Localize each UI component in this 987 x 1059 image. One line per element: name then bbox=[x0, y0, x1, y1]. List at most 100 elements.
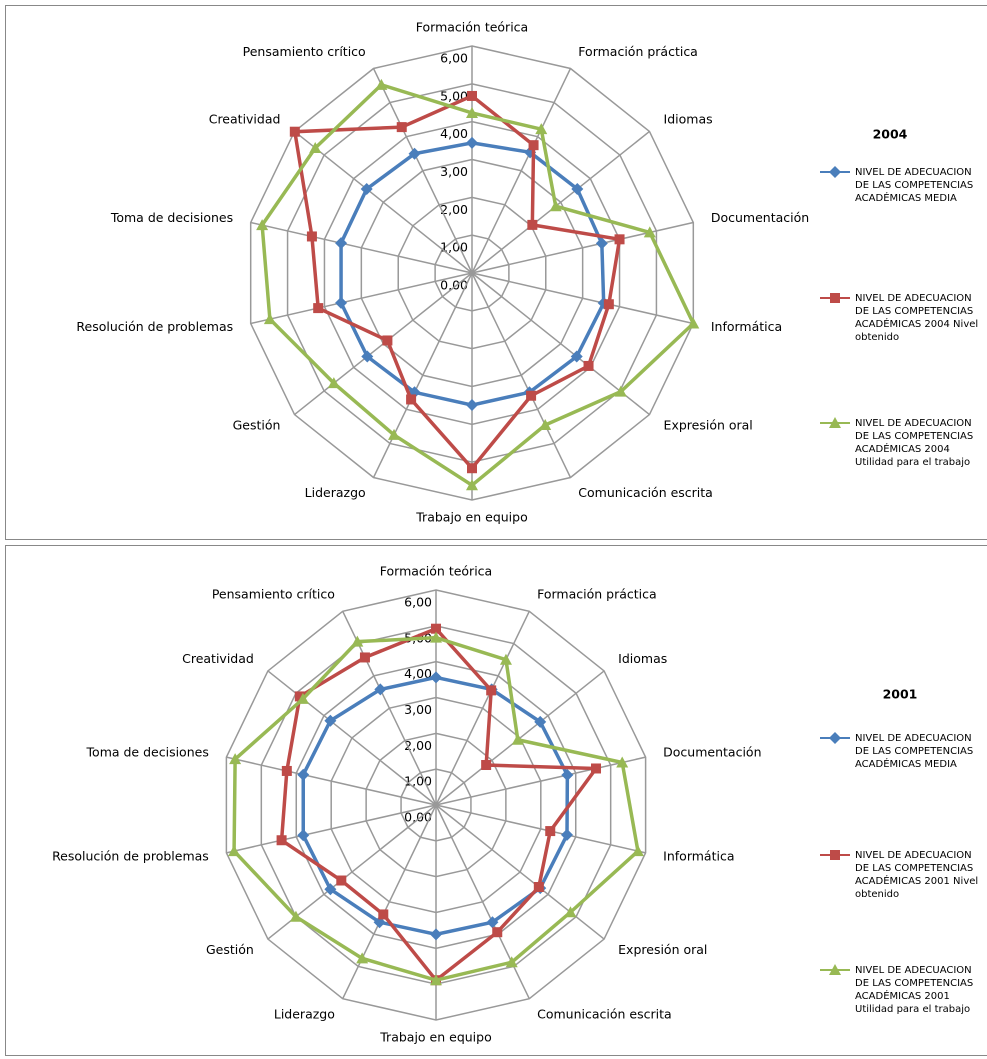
category-label: Informática bbox=[711, 319, 782, 334]
marker bbox=[564, 906, 577, 918]
category-label: Documentación bbox=[663, 745, 761, 760]
r-tick-label: 1,00 bbox=[440, 240, 468, 255]
marker bbox=[466, 479, 478, 491]
category-label: Expresión oral bbox=[618, 942, 707, 957]
axis-spoke bbox=[250, 221, 473, 274]
marker bbox=[528, 140, 539, 151]
category-label: Idiomas bbox=[664, 112, 713, 127]
marker bbox=[616, 756, 629, 768]
marker bbox=[360, 183, 373, 196]
category-label: Trabajo en equipo bbox=[415, 510, 527, 525]
axis-spoke bbox=[372, 68, 473, 274]
marker bbox=[571, 183, 584, 196]
chart-title: 2001 bbox=[883, 687, 918, 702]
axis-spoke bbox=[471, 272, 694, 325]
marker bbox=[430, 671, 442, 684]
marker bbox=[374, 683, 387, 696]
marker bbox=[297, 768, 310, 781]
marker bbox=[297, 829, 310, 842]
marker bbox=[511, 733, 524, 745]
marker bbox=[829, 417, 841, 428]
legend-entry: NIVEL DE ADECUACION DE LAS COMPETENCIAS … bbox=[855, 167, 974, 204]
marker bbox=[263, 313, 276, 325]
category-label: Idiomas bbox=[618, 651, 667, 666]
r-tick-label: 3,00 bbox=[440, 164, 468, 179]
marker bbox=[396, 122, 407, 133]
marker bbox=[561, 769, 574, 782]
marker bbox=[388, 428, 401, 440]
marker bbox=[327, 377, 340, 389]
category-label: Formación teórica bbox=[416, 20, 528, 35]
marker bbox=[545, 826, 556, 837]
marker bbox=[467, 463, 477, 474]
r-tick-label: 6,00 bbox=[404, 595, 432, 610]
marker bbox=[430, 631, 442, 643]
r-tick-label: 2,00 bbox=[440, 202, 468, 217]
category-label: Liderazgo bbox=[305, 485, 366, 500]
marker bbox=[336, 875, 347, 886]
marker bbox=[643, 226, 656, 238]
marker bbox=[313, 303, 324, 314]
marker bbox=[687, 317, 700, 329]
marker bbox=[294, 691, 305, 702]
chart-frame bbox=[5, 545, 987, 1056]
marker bbox=[466, 106, 478, 118]
category-label: Resolución de problemas bbox=[76, 319, 233, 334]
marker bbox=[281, 765, 292, 776]
marker bbox=[351, 635, 364, 647]
axis-spoke bbox=[471, 68, 572, 274]
category-label: Expresión oral bbox=[664, 417, 753, 432]
marker bbox=[829, 166, 841, 178]
category-label: Comunicación escrita bbox=[537, 1006, 672, 1021]
marker bbox=[466, 136, 478, 149]
marker bbox=[408, 147, 421, 160]
marker bbox=[631, 845, 644, 857]
marker bbox=[335, 296, 348, 309]
marker bbox=[228, 845, 241, 857]
category-label: Toma de decisiones bbox=[110, 210, 233, 225]
marker bbox=[486, 916, 499, 929]
category-label: Creatividad bbox=[209, 112, 281, 127]
marker bbox=[549, 200, 562, 212]
axis-spoke bbox=[226, 804, 437, 854]
marker bbox=[527, 219, 538, 230]
marker bbox=[324, 883, 337, 896]
category-label: Creatividad bbox=[182, 651, 254, 666]
marker bbox=[561, 828, 574, 841]
axis-spoke bbox=[250, 272, 473, 325]
marker bbox=[830, 850, 840, 860]
marker bbox=[276, 835, 287, 846]
legend-entry: NIVEL DE ADECUACION DE LAS COMPETENCIAS … bbox=[855, 965, 974, 1015]
marker bbox=[431, 623, 441, 634]
marker bbox=[229, 753, 242, 765]
category-label: Toma de decisiones bbox=[86, 745, 209, 760]
axis-spoke bbox=[435, 610, 530, 806]
category-label: Informática bbox=[663, 848, 734, 863]
marker bbox=[430, 928, 442, 941]
r-tick-label: 6,00 bbox=[440, 51, 468, 66]
category-label: Gestión bbox=[233, 417, 281, 432]
marker bbox=[356, 952, 369, 964]
category-label: Documentación bbox=[711, 210, 809, 225]
category-label: Resolución de problemas bbox=[52, 848, 209, 863]
marker bbox=[466, 399, 478, 412]
marker bbox=[492, 927, 503, 938]
marker bbox=[335, 237, 348, 250]
category-label: Formación teórica bbox=[380, 564, 492, 579]
marker bbox=[375, 78, 388, 90]
axis-spoke bbox=[471, 272, 572, 478]
axis-spoke bbox=[226, 756, 437, 806]
chart-frame bbox=[5, 5, 987, 540]
marker bbox=[539, 419, 552, 431]
marker bbox=[603, 299, 614, 310]
marker bbox=[378, 909, 389, 920]
marker bbox=[534, 715, 547, 728]
legend-entry: NIVEL DE ADECUACION DE LAS COMPETENCIAS … bbox=[855, 850, 979, 900]
marker bbox=[614, 234, 625, 245]
r-tick-label: 3,00 bbox=[404, 702, 432, 717]
marker bbox=[324, 714, 337, 727]
axis-spoke bbox=[294, 130, 473, 274]
category-label: Trabajo en equipo bbox=[379, 1030, 491, 1045]
marker bbox=[296, 692, 309, 704]
marker bbox=[533, 881, 544, 892]
